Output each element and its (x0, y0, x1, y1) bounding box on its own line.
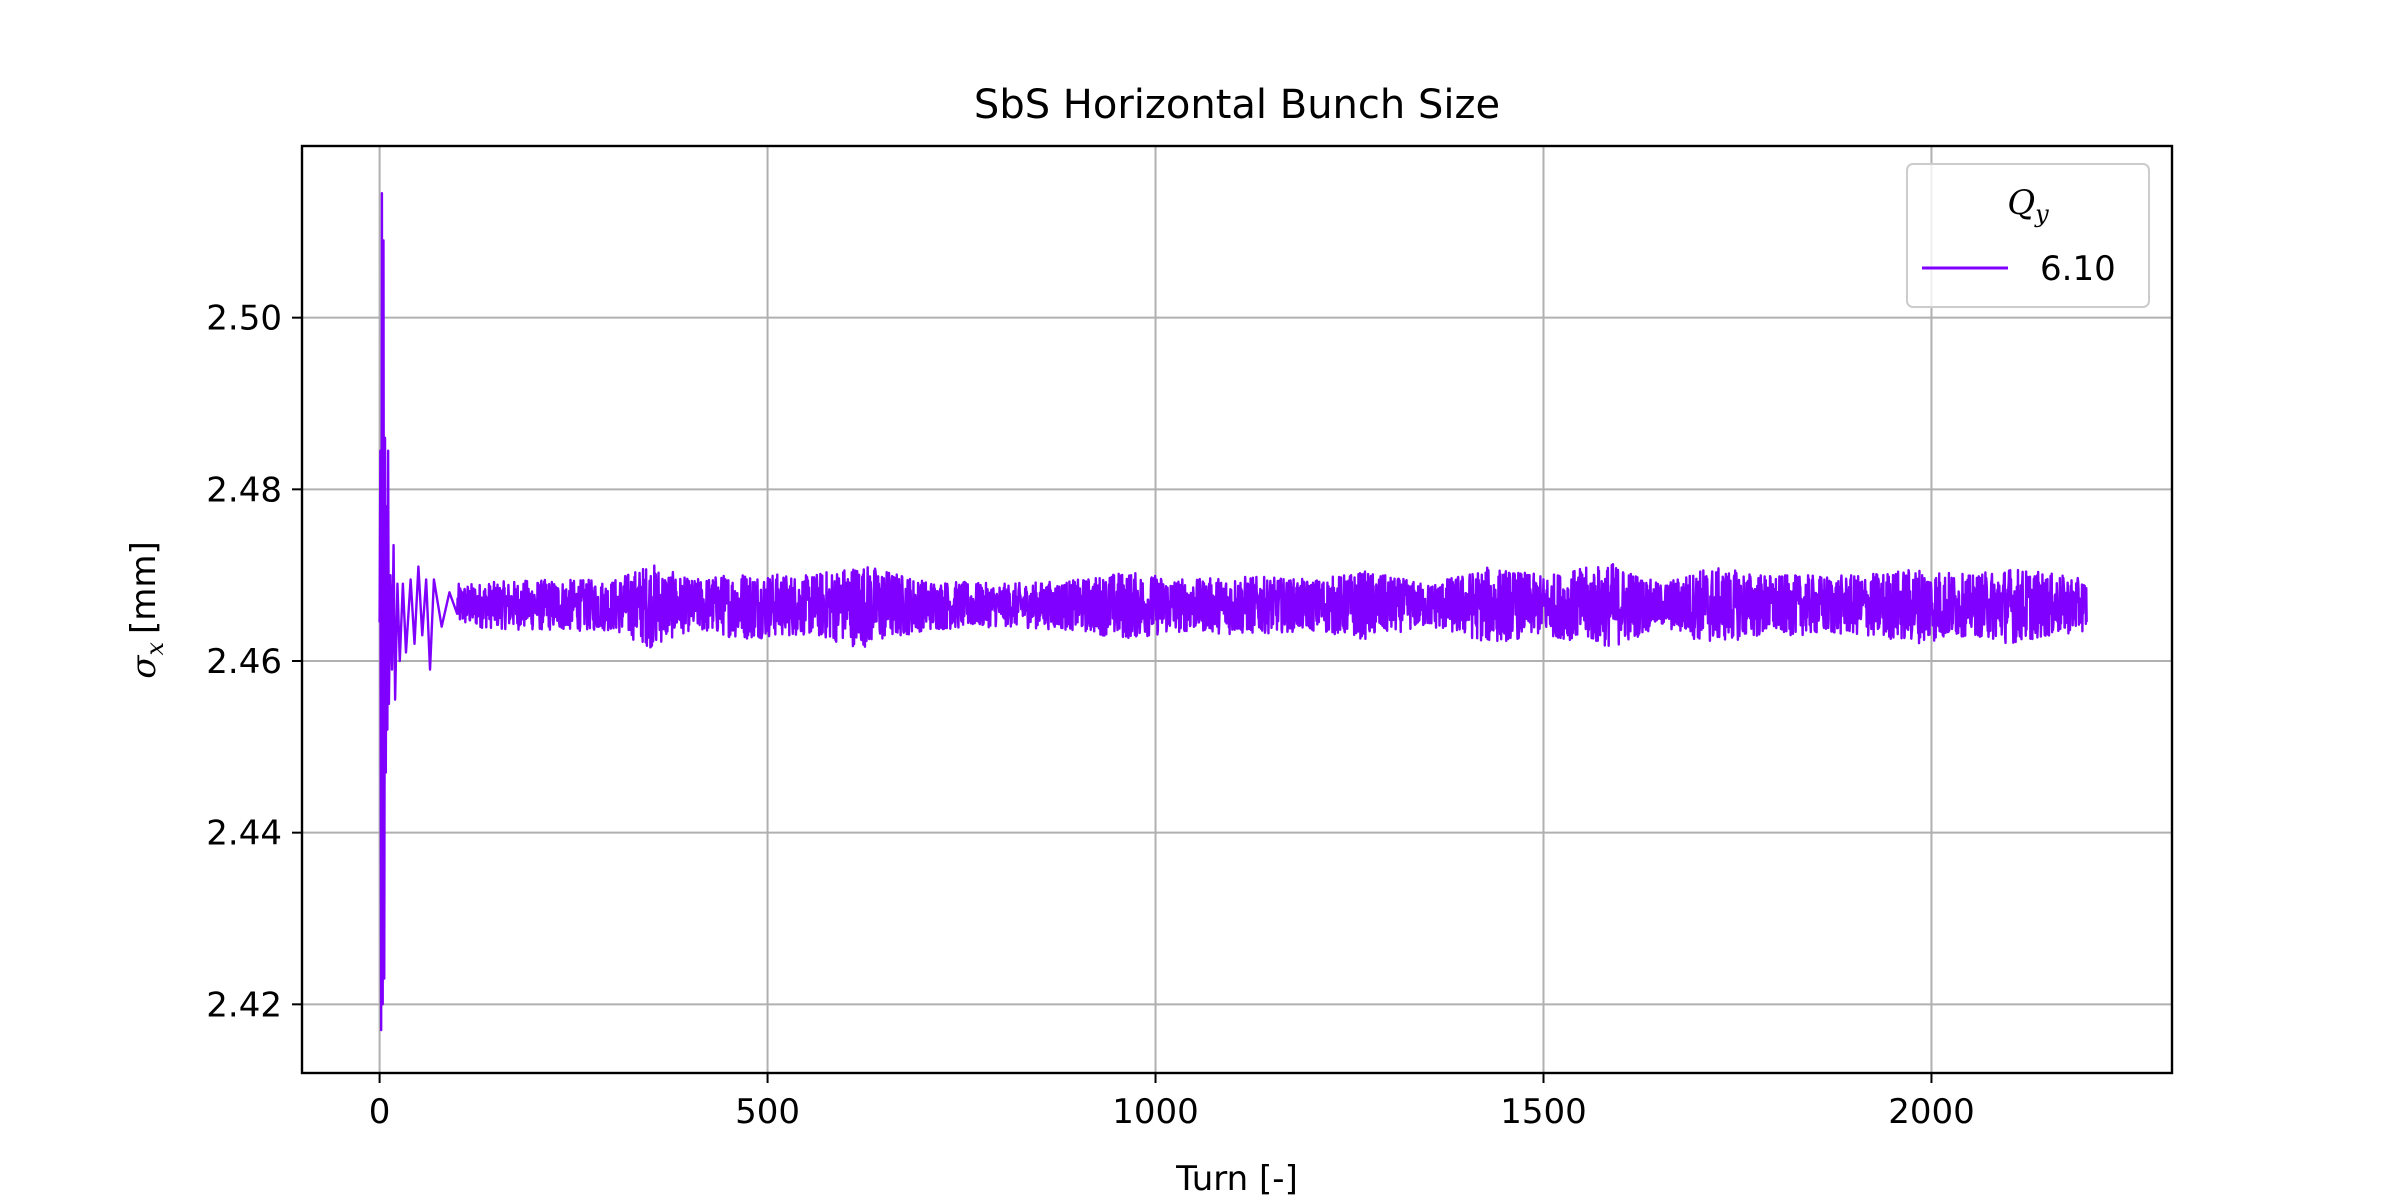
x-tick-label: 2000 (1888, 1092, 1975, 1132)
y-tick-label: 2.46 (206, 642, 282, 682)
legend-title-symbol: Q (2007, 183, 2035, 223)
axes-frame (300, 144, 2174, 1075)
y-axis-label-unit: [mm] (124, 541, 164, 634)
series-line-6-10 (378, 192, 2088, 1032)
x-axis-label: Turn [-] (1175, 1159, 1298, 1199)
y-axis: 2.42 2.44 2.46 2.48 2.50 (206, 299, 302, 1025)
legend: Qy 6.10 (1906, 163, 2150, 308)
y-axis-label-symbol: σ (124, 655, 164, 679)
x-tick-label: 500 (735, 1092, 800, 1132)
y-tick-label: 2.50 (206, 299, 282, 339)
y-tick-label: 2.42 (206, 985, 282, 1025)
y-tick-label: 2.44 (206, 814, 282, 854)
legend-title: Qy (2007, 183, 2049, 228)
y-axis-label: σx [mm] (124, 541, 169, 679)
legend-title-subscript: y (2034, 200, 2049, 228)
plot-area (378, 192, 2088, 1032)
legend-box (1906, 163, 2150, 308)
chart-title: SbS Horizontal Bunch Size (974, 82, 1500, 128)
x-tick-label: 1000 (1112, 1092, 1199, 1132)
y-tick-label: 2.48 (206, 470, 282, 510)
y-axis-label-subscript: x (141, 642, 169, 656)
x-axis: 0 500 1000 1500 2000 (369, 1073, 1975, 1132)
legend-entry-6-10: 6.10 (2040, 249, 2116, 289)
x-tick-label: 0 (369, 1092, 391, 1132)
x-tick-label: 1500 (1500, 1092, 1587, 1132)
